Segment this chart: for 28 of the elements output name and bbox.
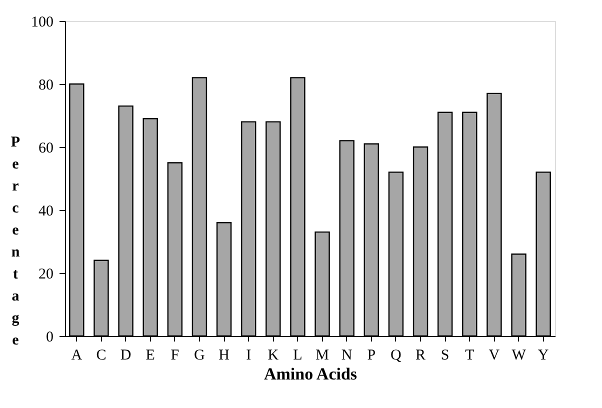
x-tick-label: K [268, 348, 279, 364]
x-tick-label: Q [390, 348, 402, 364]
x-tick-label: I [246, 348, 252, 364]
x-tick-label: T [465, 348, 474, 364]
x-tick-label: C [96, 348, 106, 364]
x-tick-label: N [341, 348, 352, 364]
x-tick-label: P [367, 348, 376, 364]
x-tick-label: A [71, 348, 82, 364]
x-axis-title: Amino Acids [264, 364, 358, 384]
y-tick-label: 60 [38, 140, 54, 156]
y-tick-label: 20 [38, 266, 54, 282]
x-tick-label: E [146, 348, 155, 364]
x-tick-label: Y [538, 348, 549, 364]
x-tick-label: W [512, 348, 527, 364]
x-tick-label: R [416, 348, 426, 364]
y-tick-label: 100 [31, 14, 54, 30]
text: Percentage [10, 134, 20, 348]
x-tick-label: S [440, 348, 450, 364]
x-tick-label: D [120, 348, 132, 364]
x-tick-label: V [488, 348, 500, 364]
x-tick-label: L [293, 348, 302, 364]
x-tick-label: F [170, 348, 180, 364]
y-tick-label: 40 [38, 204, 54, 220]
y-tick-label: 80 [38, 78, 54, 94]
x-tick-label: H [218, 348, 230, 364]
y-tick-label: 0 [46, 330, 54, 346]
x-tick-label: G [194, 348, 206, 364]
x-tick-label: M [316, 348, 329, 364]
